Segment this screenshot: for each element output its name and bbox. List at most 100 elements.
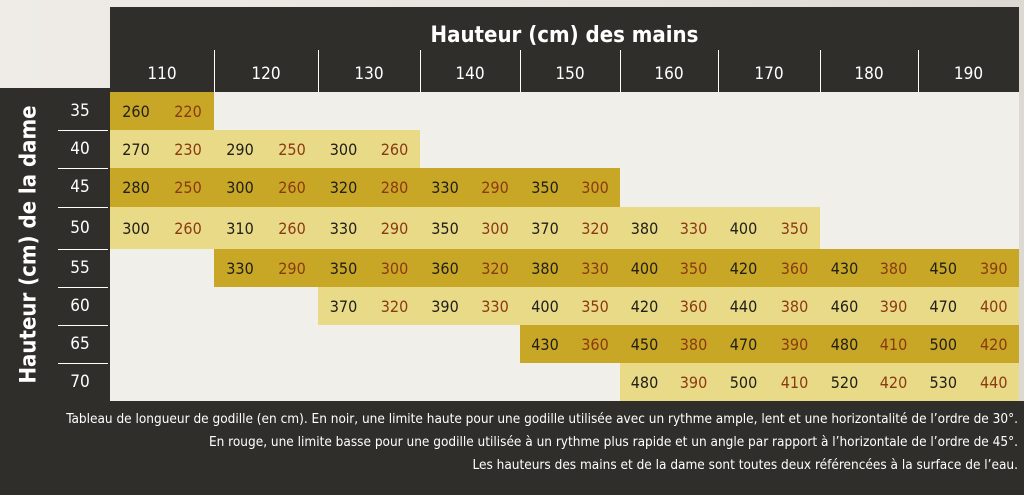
high-limit-value: 350 — [431, 218, 459, 238]
high-limit-value: 280 — [122, 178, 150, 197]
caption-line-2: En rouge, une limite basse pour une godi… — [208, 434, 1018, 450]
low-limit-value: 410 — [879, 334, 908, 354]
column-divider — [718, 50, 719, 96]
low-limit-value: 360 — [679, 296, 708, 316]
table-cell: 420 360 — [718, 249, 820, 287]
row-header-65: 65 — [70, 334, 90, 354]
low-limit-value: 410 — [780, 372, 809, 392]
column-header-190: 190 — [953, 64, 984, 84]
row-header-50: 50 — [70, 218, 90, 238]
low-limit-value: 380 — [780, 296, 809, 316]
column-header-band — [110, 7, 1019, 100]
low-limit-value: 280 — [380, 178, 409, 197]
table-cell: 380 330 — [520, 249, 620, 287]
row-header-60: 60 — [70, 296, 90, 316]
high-limit-value: 400 — [630, 258, 659, 278]
low-limit-value: 260 — [174, 218, 202, 238]
low-limit-value: 390 — [679, 372, 708, 392]
high-limit-value: 440 — [729, 296, 758, 316]
row-divider — [58, 325, 108, 326]
high-limit-value: 420 — [630, 296, 659, 316]
low-limit-value: 390 — [780, 334, 809, 354]
high-limit-value: 430 — [830, 258, 859, 278]
row-divider — [58, 249, 108, 250]
column-header-120: 120 — [251, 64, 281, 84]
high-limit-value: 450 — [630, 334, 659, 354]
low-limit-value: 300 — [380, 258, 409, 278]
low-limit-value: 300 — [581, 178, 609, 197]
caption-line-1: Tableau de longueur de godille (en cm). … — [66, 411, 1018, 427]
column-header-160: 160 — [654, 64, 684, 84]
row-header-55: 55 — [70, 258, 90, 278]
table-cell: 500 410 — [718, 363, 820, 401]
table-cell: 310 260 — [214, 207, 318, 249]
high-limit-value: 320 — [329, 178, 358, 197]
low-limit-value: 350 — [581, 296, 609, 316]
table-cell: 430 360 — [520, 325, 620, 363]
high-limit-value: 330 — [431, 178, 459, 197]
row-divider — [58, 363, 108, 364]
high-limit-value: 300 — [122, 218, 150, 238]
column-divider — [520, 50, 521, 96]
high-limit-value: 480 — [630, 372, 659, 392]
table-cell: 320 280 — [318, 168, 420, 207]
table-cell: 350 300 — [318, 249, 420, 287]
table-cell: 330 290 — [214, 249, 318, 287]
low-limit-value: 290 — [278, 258, 306, 278]
column-axis-title: Hauteur (cm) des mains — [430, 23, 699, 48]
high-limit-value: 260 — [122, 101, 150, 121]
low-limit-value: 440 — [980, 372, 1008, 392]
row-header-70: 70 — [70, 372, 90, 392]
low-limit-value: 290 — [380, 218, 409, 238]
high-limit-value: 420 — [729, 258, 758, 278]
high-limit-value: 500 — [929, 334, 957, 354]
table-cell: 440 380 — [718, 287, 820, 325]
table-cell: 300 260 — [110, 207, 214, 249]
table-cell: 430 380 — [820, 249, 918, 287]
table-cell: 390 330 — [420, 287, 520, 325]
table-cell: 400 350 — [718, 207, 820, 249]
table-cell: 370 320 — [520, 207, 620, 249]
table-cell: 500 420 — [918, 325, 1019, 363]
column-header-130: 130 — [354, 64, 384, 84]
high-limit-value: 400 — [531, 296, 559, 316]
low-limit-value: 360 — [780, 258, 809, 278]
low-limit-value: 350 — [679, 258, 708, 278]
low-limit-value: 220 — [174, 101, 202, 121]
column-divider — [214, 50, 215, 96]
table-cell: 280 250 — [110, 168, 214, 207]
low-limit-value: 360 — [581, 334, 609, 354]
row-divider — [58, 287, 108, 288]
table-cell: 290 250 — [214, 130, 318, 168]
table-cell: 480 410 — [820, 325, 918, 363]
table-cell: 400 350 — [520, 287, 620, 325]
low-limit-value: 330 — [481, 296, 509, 316]
table-cell: 420 360 — [620, 287, 718, 325]
column-divider — [620, 50, 621, 96]
low-limit-value: 330 — [679, 218, 708, 238]
high-limit-value: 530 — [929, 372, 957, 392]
row-header-45: 45 — [70, 177, 90, 197]
high-limit-value: 350 — [329, 258, 358, 278]
low-limit-value: 420 — [879, 372, 908, 392]
low-limit-value: 290 — [481, 178, 509, 197]
high-limit-value: 520 — [830, 372, 859, 392]
column-header-170: 170 — [754, 64, 784, 84]
high-limit-value: 400 — [729, 218, 758, 238]
low-limit-value: 320 — [481, 258, 509, 278]
table-cell: 330 290 — [420, 168, 520, 207]
high-limit-value: 470 — [729, 334, 758, 354]
table-cell: 300 260 — [214, 168, 318, 207]
table-cell: 300 260 — [318, 130, 420, 168]
row-header-35: 35 — [70, 101, 90, 121]
table-cell: 480 390 — [620, 363, 718, 401]
high-limit-value: 480 — [830, 334, 859, 354]
table-cell: 450 390 — [918, 249, 1019, 287]
table-cell: 350 300 — [420, 207, 520, 249]
table-cell: 470 400 — [918, 287, 1019, 325]
low-limit-value: 260 — [278, 178, 306, 197]
table-cell: 270 230 — [110, 130, 214, 168]
high-limit-value: 330 — [329, 218, 358, 238]
high-limit-value: 370 — [329, 296, 358, 316]
column-header-140: 140 — [455, 64, 485, 84]
